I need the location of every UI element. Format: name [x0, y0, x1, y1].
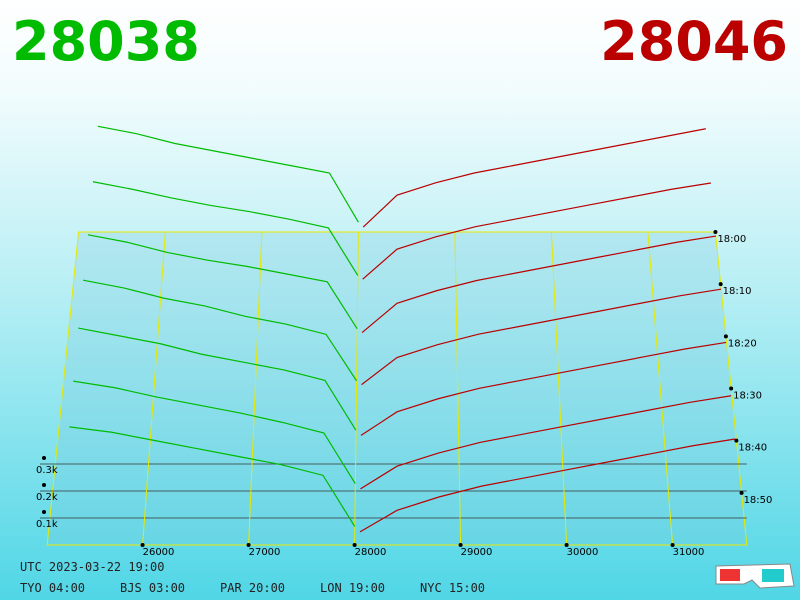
ask-depth-line	[360, 341, 727, 436]
price-grid-line	[354, 231, 359, 546]
bid-depth-line	[69, 426, 356, 527]
time-tick	[739, 490, 744, 495]
price-tick	[352, 543, 357, 547]
city-time: NYC 15:00	[420, 581, 485, 595]
time-tick-label: 18:00	[717, 234, 746, 245]
utc-time: UTC 2023-03-22 19:00	[20, 560, 165, 574]
city-time: LON 19:00	[320, 581, 385, 595]
price-tick-label: 29000	[461, 547, 493, 558]
price-tick-label: 27000	[249, 547, 281, 558]
price-grid-line	[647, 231, 674, 546]
bid-depth-line	[87, 234, 358, 330]
ask-depth-line	[362, 128, 706, 228]
ask-depth-line	[360, 395, 732, 490]
bid-price: 28038	[12, 10, 200, 73]
depth-tick-label: 0.3k	[36, 465, 58, 476]
bid-depth-line	[83, 279, 358, 382]
price-grid-line	[550, 231, 568, 546]
ask-depth-line	[359, 438, 736, 533]
price-tick	[140, 543, 145, 547]
price-tick	[670, 543, 675, 547]
ask-depth-line	[361, 288, 722, 386]
plot: 0.1k 0.2k 0.3k 26000 27000 28000 29000 30000 310…	[36, 125, 773, 558]
time-tick	[734, 438, 739, 443]
bid-depth-line	[92, 181, 359, 276]
time-tick	[718, 282, 723, 287]
time-tick	[713, 230, 718, 234]
price-tick-label: 31000	[673, 547, 705, 558]
price-grid-line	[142, 231, 166, 546]
bid-depth-line	[97, 125, 359, 223]
depth-tick	[42, 483, 46, 487]
ask-depth-line	[362, 182, 711, 280]
ask-price: 28046	[600, 10, 788, 73]
price-tick-label: 28000	[355, 547, 387, 558]
city-times: TYO 04:00 BJS 03:00 PAR 20:00 LON 19:00 NYC …	[20, 581, 485, 595]
time-tick	[729, 386, 734, 391]
time-tick-label: 18:20	[728, 338, 757, 349]
price-tick	[458, 543, 463, 547]
time-tick-label: 18:40	[738, 443, 767, 454]
3d-glasses-icon	[715, 563, 795, 589]
ask-depth-line	[361, 235, 717, 333]
price-tick-label: 30000	[567, 547, 599, 558]
red-lens	[720, 569, 740, 581]
price-tick	[246, 543, 251, 547]
depth-tick	[42, 456, 46, 460]
bid-depth-line	[73, 380, 356, 484]
price-grid-line	[248, 231, 263, 546]
cyan-lens	[762, 569, 784, 582]
price-tick-label: 26000	[143, 547, 175, 558]
city-time: PAR 20:00	[220, 581, 285, 595]
city-time: BJS 03:00	[120, 581, 185, 595]
city-time: TYO 04:00	[20, 581, 85, 595]
price-grid-line	[454, 231, 462, 546]
price-tick	[564, 543, 569, 547]
time-tick	[723, 334, 728, 339]
depth-tick	[42, 510, 46, 514]
bid-depth-line	[78, 327, 357, 431]
floor	[46, 231, 748, 546]
depth-tick-label: 0.2k	[36, 492, 58, 503]
depth-tick-label: 0.1k	[36, 519, 58, 530]
time-tick-label: 18:30	[733, 391, 762, 402]
time-tick-label: 18:10	[723, 286, 752, 297]
time-tick-label: 18:50	[744, 495, 773, 506]
